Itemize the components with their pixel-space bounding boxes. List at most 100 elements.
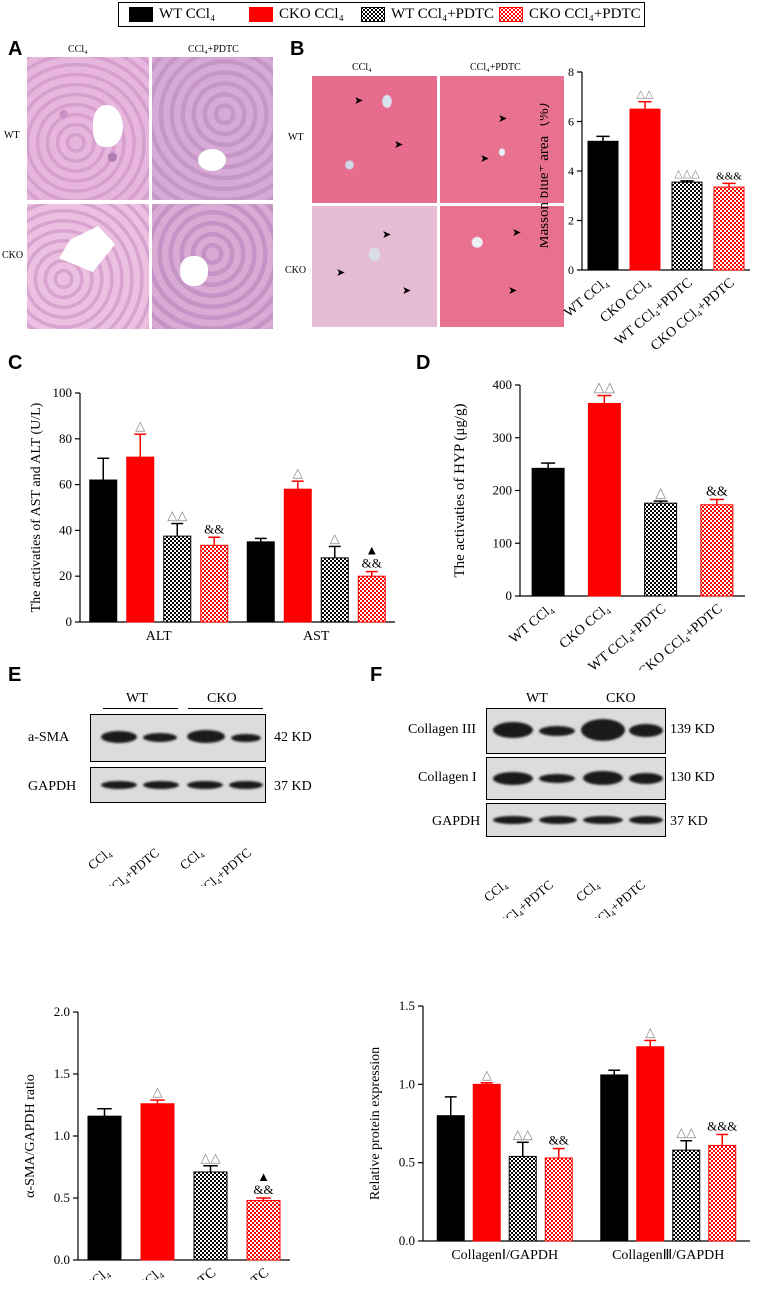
central-vein [59, 226, 115, 272]
arrow-icon: ➤ [512, 227, 522, 239]
bar [246, 541, 275, 623]
arrow-icon: ➤ [402, 285, 412, 297]
micrograph-row-label-wt: WT [4, 130, 20, 141]
y-tick-label: 60 [59, 477, 72, 492]
arrow-icon: ➤ [480, 153, 490, 165]
y-tick-label: 300 [493, 430, 513, 445]
arrow-icon: ➤ [382, 229, 392, 241]
bar [140, 1103, 175, 1261]
y-tick-label: 400 [493, 377, 513, 392]
lane-label: CCl₄ [481, 877, 511, 905]
y-axis-label: Masson blue⁺ area（%） [540, 93, 552, 248]
bar [200, 544, 229, 623]
bar [544, 1157, 573, 1242]
legend-label: WT CCl₄+PDTC [391, 6, 495, 22]
wb-e-group-wt: WT [126, 691, 148, 706]
y-tick-label: 4 [568, 164, 574, 178]
y-axis-label: Relative protein expression [368, 1047, 383, 1200]
legend-swatch-solid-black [129, 7, 153, 22]
significance-mark: &&& [716, 170, 742, 182]
bar [672, 1149, 701, 1242]
bar [587, 402, 621, 597]
wb-f-row-label: Collagen I [418, 770, 477, 785]
x-category-label: CKO CCl₄ [110, 1266, 166, 1280]
wb-e-wt-line [103, 708, 178, 709]
bar [126, 456, 155, 623]
y-tick-label: 1.5 [399, 998, 415, 1013]
significance-mark: △△ [167, 508, 187, 523]
y-tick-label: 0 [568, 263, 574, 277]
x-group-label: CollagenⅢ/GAPDH [612, 1248, 724, 1263]
bar [508, 1155, 537, 1242]
y-tick-label: 2 [568, 214, 574, 228]
arrow-icon: ➤ [498, 113, 508, 125]
panel-letter-c: C [8, 352, 23, 374]
wb-f-col3-blot [486, 708, 666, 754]
bar [357, 575, 386, 623]
significance-mark: △ [645, 1024, 655, 1039]
masson-micrograph-wt-ccl4: ➤ ➤ [312, 76, 437, 203]
bar [163, 535, 192, 623]
y-tick-label: 100 [53, 385, 73, 400]
significance-mark: △△△ [674, 168, 700, 180]
central-vein [93, 105, 123, 147]
arrow-icon: ➤ [508, 285, 518, 297]
masson-micrograph-cko-ccl4-pdtc: ➤ ➤ [440, 206, 564, 327]
significance-mark: △ [153, 1084, 163, 1099]
panel-letter-e: E [8, 664, 22, 686]
bar [708, 1144, 737, 1242]
y-tick-label: 40 [59, 522, 72, 537]
significance-mark: && [204, 521, 224, 536]
central-vein [198, 149, 226, 171]
significance-mark: △ [655, 486, 666, 501]
significance-mark: △ [482, 1067, 492, 1082]
masson-col-label-ccl4: CCl₄ [352, 62, 372, 73]
lane-label: CCl₄+PDTC [102, 845, 162, 886]
y-axis-label: The activaties of HYP (μg/g) [452, 403, 468, 577]
lane-label: CCl₄+PDTC [194, 845, 254, 886]
y-tick-label: 2.0 [54, 1004, 70, 1019]
bar [436, 1115, 465, 1242]
bar [629, 108, 661, 271]
x-category-label: WT CCl₄ [507, 602, 557, 647]
wb-e-row-label: GAPDH [28, 779, 77, 794]
central-vein [180, 256, 208, 286]
wb-f-row-label: GAPDH [432, 814, 481, 829]
wb-f-kd-label: 139 KD [670, 722, 715, 737]
bar [713, 186, 745, 271]
y-tick-label: 1.5 [54, 1066, 70, 1081]
bar [87, 1115, 122, 1261]
wb-e-gapdh-blot [90, 767, 266, 803]
figure-legend: WT CCl₄ CKO CCl₄ WT CCl₄+PDTC CKO CCl₄+P… [118, 2, 645, 27]
masson-col-label-ccl4-pdtc: CCl₄+PDTC [470, 62, 521, 73]
panel-letter-b: B [290, 38, 305, 60]
wb-f-lane-labels: CCl₄ CCl₄+PDTC CCl₄ CCl₄+PDTC [481, 877, 648, 918]
significance-mark: △△ [637, 89, 654, 101]
x-group-label: AST [303, 629, 330, 642]
wb-f-group-wt: WT [526, 691, 548, 706]
bar [193, 1171, 228, 1261]
micrograph-row-label-cko: CKO [2, 250, 24, 261]
significance-mark: && [549, 1133, 569, 1148]
y-axis-label: The activaties of AST and ALT (U/L) [29, 402, 44, 612]
y-tick-label: 20 [59, 568, 72, 583]
y-tick-label: 0 [506, 588, 513, 603]
y-tick-label: 200 [493, 483, 513, 498]
wb-f-group-cko: CKO [606, 691, 636, 706]
wb-f-gapdh-blot [486, 803, 666, 837]
significance-mark: △△ [676, 1125, 696, 1140]
wb-f-col1-blot [486, 757, 666, 800]
bar [89, 479, 118, 623]
significance-mark: &&& [707, 1118, 737, 1133]
panel-letter-f: F [370, 664, 383, 686]
significance-mark: △ [330, 530, 340, 545]
y-axis-label: α-SMA/GAPDH ratio [23, 1074, 38, 1198]
y-tick-label: 0 [66, 614, 73, 629]
legend-swatch-solid-red [249, 7, 273, 22]
y-tick-label: 0.5 [54, 1190, 70, 1205]
he-micrograph-wt-ccl4 [27, 57, 149, 200]
significance-mark: △ [293, 465, 303, 480]
legend-swatch-check-red [499, 7, 523, 22]
wb-f-row-label: Collagen III [408, 722, 477, 737]
